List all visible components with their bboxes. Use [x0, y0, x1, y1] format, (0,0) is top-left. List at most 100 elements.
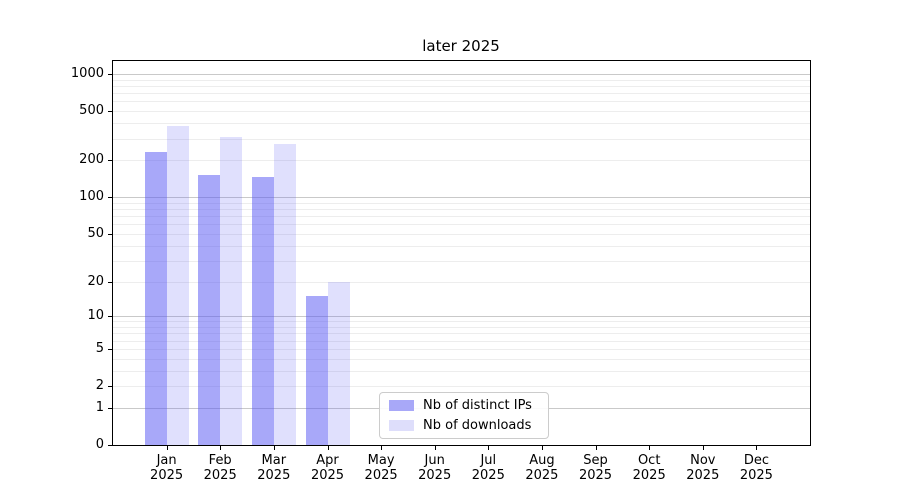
gridline-minor: [113, 260, 810, 262]
x-tick-month: Dec: [743, 453, 769, 468]
gridline-minor: [113, 358, 810, 360]
y-tick-label: 200: [79, 152, 104, 168]
bar-downloads: [327, 281, 350, 445]
x-tick-label: Jun 2025: [406, 453, 464, 483]
x-tick-year: 2025: [578, 468, 613, 483]
plot-area: 0 1 2 5 10 20 50 100 200 500 1000 Jan 2025 Feb 2025 Mar…: [71, 60, 811, 483]
y-tick-mark: [108, 160, 112, 162]
x-tick-label: May 2025: [352, 453, 410, 483]
gridline-minor: [113, 281, 810, 283]
y-tick-label: 1000: [70, 66, 104, 81]
legend: Nb of distinct IPs Nb of downloads: [379, 392, 549, 439]
y-tick-label: 1: [95, 399, 104, 415]
x-tick-mark: [488, 446, 490, 450]
y-tick-label: 2: [95, 378, 104, 393]
x-tick-mark: [756, 446, 758, 450]
x-tick-label: Mar 2025: [245, 453, 303, 483]
gridline-minor: [113, 321, 810, 323]
gridline-minor: [113, 79, 810, 81]
gridline-minor: [113, 209, 810, 210]
gridline-minor: [113, 327, 810, 328]
gridline-minor: [113, 348, 810, 350]
gridline-minor: [113, 333, 810, 335]
x-tick-month: Feb: [208, 453, 232, 468]
legend-label-downloads: Nb of downloads: [423, 418, 532, 433]
x-tick-label: Dec 2025: [727, 453, 785, 483]
bar-downloads: [166, 126, 189, 445]
x-tick-year: 2025: [739, 468, 773, 483]
gridline-minor: [113, 138, 810, 140]
x-tick-mark: [649, 446, 651, 450]
y-tick-mark: [108, 386, 112, 387]
x-tick-mark: [541, 446, 543, 450]
x-tick-label: Aug 2025: [513, 453, 571, 483]
x-tick-month: Mar: [261, 453, 287, 468]
x-tick-mark: [273, 446, 275, 450]
y-tick-mark: [108, 407, 112, 409]
x-tick-label: Feb 2025: [191, 453, 249, 483]
bar-downloads: [220, 136, 243, 445]
gridline-major: [113, 316, 810, 318]
y-tick-label: 100: [79, 189, 104, 205]
bar-distinct-ips: [144, 152, 167, 445]
gridline-minor: [113, 123, 810, 125]
gridline-minor: [113, 340, 810, 342]
y-tick-mark: [108, 316, 112, 318]
gridline-minor: [113, 111, 810, 113]
y-tick-mark: [108, 111, 112, 113]
gridline-minor: [113, 233, 810, 235]
bar-downloads: [273, 144, 296, 445]
x-tick-label: Jul 2025: [459, 453, 517, 483]
y-tick-mark: [108, 281, 112, 283]
gridline-minor: [113, 245, 810, 247]
gridline-minor: [113, 160, 810, 162]
y-tick-label: 5: [95, 340, 104, 356]
x-tick-month: Jul: [480, 453, 497, 468]
gridline-major: [113, 197, 810, 199]
x-tick-month: Jun: [424, 453, 445, 468]
x-tick-year: 2025: [686, 468, 720, 483]
x-tick-label: Oct 2025: [620, 453, 678, 483]
gridline-major: [113, 74, 810, 75]
legend-swatch-distinct-ips: [389, 400, 414, 411]
y-tick-mark: [108, 233, 112, 235]
y-tick-label: 10: [87, 308, 104, 324]
x-tick-month: Oct: [637, 453, 661, 468]
x-tick-label: Sep 2025: [567, 453, 625, 483]
x-tick-month: Jan: [156, 453, 177, 468]
x-tick-year: 2025: [471, 468, 505, 483]
x-tick-mark: [702, 446, 704, 450]
x-tick-month: Apr: [316, 453, 339, 468]
x-tick-mark: [220, 446, 222, 450]
gridline-minor: [113, 101, 810, 103]
legend-label-distinct-ips: Nb of distinct IPs: [423, 398, 532, 413]
x-tick-label: Apr 2025: [299, 453, 357, 483]
x-tick-month: Nov: [690, 453, 716, 468]
x-tick-mark: [166, 446, 168, 450]
x-tick-year: 2025: [310, 468, 345, 483]
gridline-minor: [113, 224, 810, 226]
x-tick-mark: [381, 446, 383, 450]
y-tick-mark: [108, 348, 112, 350]
x-tick-year: 2025: [257, 468, 291, 483]
y-tick-label: 0: [95, 437, 104, 452]
bar-distinct-ips: [198, 175, 221, 445]
x-tick-year: 2025: [632, 468, 666, 483]
y-tick-label: 50: [87, 225, 104, 241]
gridline-minor: [113, 370, 810, 372]
gridline-minor: [113, 216, 810, 218]
x-tick-mark: [595, 446, 597, 450]
x-tick-month: May: [367, 453, 395, 468]
x-tick-month: Aug: [529, 453, 555, 468]
bar-distinct-ips: [305, 296, 328, 445]
x-tick-year: 2025: [203, 468, 237, 483]
y-tick-label: 500: [79, 103, 104, 119]
legend-row-downloads: Nb of downloads: [389, 418, 539, 433]
x-tick-year: 2025: [364, 468, 398, 483]
y-tick-mark: [108, 445, 112, 446]
legend-swatch-downloads: [389, 420, 414, 431]
y-tick-label: 20: [87, 273, 104, 289]
gridline-minor: [113, 93, 810, 95]
x-tick-mark: [327, 446, 329, 450]
